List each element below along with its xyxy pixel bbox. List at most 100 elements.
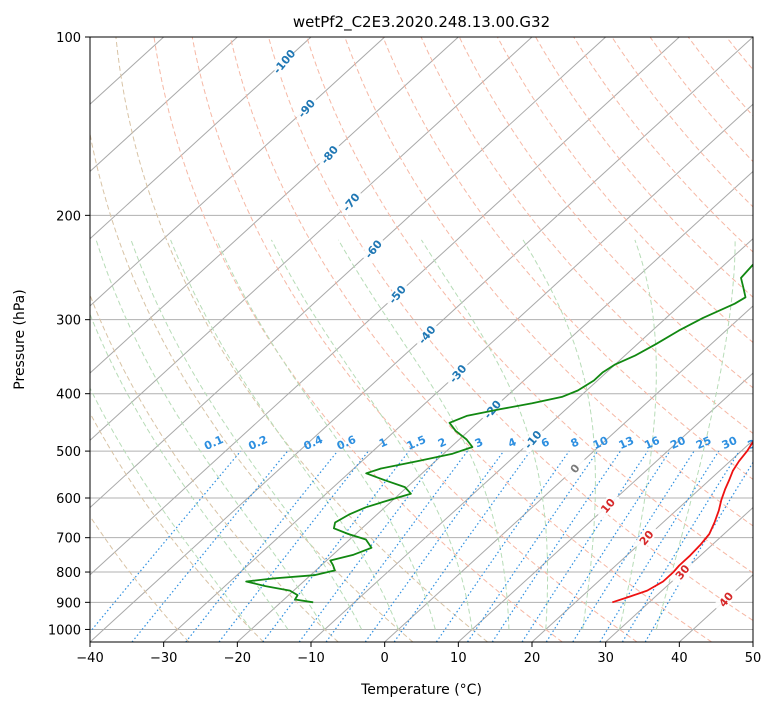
x-tick-label: −20 bbox=[224, 651, 251, 666]
y-tick-label: 100 bbox=[56, 31, 81, 46]
isotherm-label-bg bbox=[316, 140, 343, 169]
isotherm-label-bg bbox=[293, 94, 320, 123]
y-tick-label: 500 bbox=[56, 445, 81, 460]
y-tick-label: 200 bbox=[56, 209, 81, 224]
isotherm-label-bg bbox=[669, 558, 696, 586]
moist-adiabat-line bbox=[618, 239, 657, 630]
mixing-ratio-line bbox=[90, 450, 242, 634]
isotherm-line bbox=[236, 170, 753, 642]
isotherm-label-bg bbox=[360, 235, 387, 263]
series-layer bbox=[245, 263, 753, 604]
dry-adiabat-line bbox=[420, 37, 753, 434]
dry-adiabat-line bbox=[306, 37, 753, 574]
y-tick-label: 400 bbox=[56, 388, 81, 403]
isotherm-label-bg bbox=[633, 523, 660, 552]
moist-adiabat-line bbox=[420, 239, 549, 630]
isotherm-label-bg bbox=[594, 491, 621, 520]
chart-title: wetPf2_C2E3.2020.248.13.00.G32 bbox=[293, 13, 550, 32]
isotherm-line bbox=[90, 37, 680, 576]
moist-adiabat-line bbox=[522, 239, 596, 630]
isotherm-label-bg bbox=[444, 359, 471, 388]
x-tick-label: −30 bbox=[150, 651, 177, 666]
x-tick-label: 10 bbox=[450, 651, 467, 666]
isotherm-line bbox=[90, 37, 386, 307]
y-tick-label: 700 bbox=[56, 532, 81, 547]
moist-adiabat-line bbox=[90, 387, 252, 630]
dry-adiabat-line bbox=[229, 37, 712, 642]
moist-adiabat-line bbox=[90, 313, 289, 630]
mixing-ratio-line bbox=[218, 450, 369, 642]
x-tick-label: 0 bbox=[381, 651, 389, 666]
isotherm-line bbox=[90, 37, 312, 240]
isotherm-line bbox=[90, 37, 533, 442]
mixing-ratio-line bbox=[644, 461, 753, 642]
isotherm-label-bg bbox=[712, 585, 739, 614]
mixing-ratio-line bbox=[621, 450, 740, 642]
y-tick-label: 800 bbox=[56, 566, 81, 581]
y-tick-label: 900 bbox=[56, 596, 81, 611]
isotherm-line bbox=[163, 103, 753, 642]
dry-adiabat-line bbox=[649, 37, 753, 163]
isotherm-line bbox=[384, 305, 753, 642]
isotherm-label-bg bbox=[338, 188, 364, 216]
isotherm-line bbox=[90, 37, 238, 173]
dry-adiabat-line bbox=[496, 37, 753, 344]
y-tick-label: 600 bbox=[56, 492, 81, 507]
x-tick-label: 50 bbox=[745, 651, 762, 666]
mixing-ratio-line bbox=[364, 450, 505, 642]
moist-adiabat-line bbox=[655, 239, 736, 630]
isotherm-line bbox=[90, 37, 459, 374]
mixing-ratio-line bbox=[262, 450, 410, 642]
background-lines bbox=[90, 37, 753, 642]
moist-adiabat-line bbox=[337, 239, 510, 630]
plot-frame bbox=[89, 36, 754, 643]
isotherm-label-bg bbox=[519, 425, 546, 454]
moist-adiabat-line bbox=[95, 239, 326, 630]
mixing-ratio-line bbox=[467, 450, 599, 642]
isotherm-label-bg bbox=[384, 280, 411, 309]
isotherm-label-bg bbox=[413, 320, 440, 349]
y-tick-label: 300 bbox=[56, 314, 81, 329]
isotherm-label-bg bbox=[271, 47, 298, 76]
mixing-ratio-label: 16 bbox=[642, 434, 662, 452]
dry-adiabat-line bbox=[90, 293, 339, 642]
x-tick-label: 20 bbox=[524, 651, 541, 666]
isotherm-line bbox=[605, 506, 753, 642]
isotherm-line bbox=[457, 372, 753, 642]
moist-adiabat-line bbox=[130, 239, 363, 630]
dry-adiabat-line bbox=[115, 37, 488, 642]
x-tick-label: −40 bbox=[76, 651, 103, 666]
isotherm-line bbox=[90, 37, 607, 509]
mixing-ratio-line bbox=[185, 450, 339, 642]
mixing-ratio-label: 25 bbox=[694, 434, 713, 452]
mixing-ratio-label: 10 bbox=[591, 434, 611, 452]
mixing-ratio-line bbox=[545, 450, 671, 642]
temperature-profile-line bbox=[612, 440, 753, 604]
x-tick-label: 40 bbox=[671, 651, 688, 666]
dry-adiabat-line bbox=[535, 37, 753, 298]
mixing-ratio-line bbox=[599, 450, 720, 642]
x-axis-label: Temperature (°C) bbox=[360, 682, 482, 698]
dry-adiabat-line bbox=[344, 37, 753, 527]
dry-adiabat-line bbox=[90, 131, 414, 642]
y-tick-label: 1000 bbox=[48, 623, 81, 638]
dry-adiabat-line bbox=[458, 37, 753, 389]
mixing-ratio-line bbox=[131, 450, 289, 642]
moist-adiabat-line bbox=[270, 239, 473, 630]
y-axis-label: Pressure (hPa) bbox=[12, 289, 28, 389]
mixing-ratio-label: 36 bbox=[746, 434, 766, 452]
mixing-ratio-label: 13 bbox=[617, 434, 636, 452]
dewpoint-profile-line bbox=[245, 263, 753, 604]
dry-adiabat-line bbox=[90, 515, 190, 642]
dry-adiabat-line bbox=[191, 37, 638, 642]
mixing-ratio-label: 20 bbox=[668, 434, 688, 452]
mixing-ratio-line bbox=[393, 450, 531, 642]
mixing-ratio-label: 30 bbox=[720, 434, 740, 452]
dry-adiabat-line bbox=[382, 37, 753, 481]
isotherm-label-bg bbox=[561, 454, 588, 483]
x-tick-label: −10 bbox=[297, 651, 324, 666]
axis-layer: −40 −30 −20 −10 0 10 20 30 40 50 100 200 300 400 500 60… bbox=[48, 31, 761, 666]
x-tick-label: 30 bbox=[597, 651, 614, 666]
mixing-ratio-line bbox=[572, 450, 695, 642]
